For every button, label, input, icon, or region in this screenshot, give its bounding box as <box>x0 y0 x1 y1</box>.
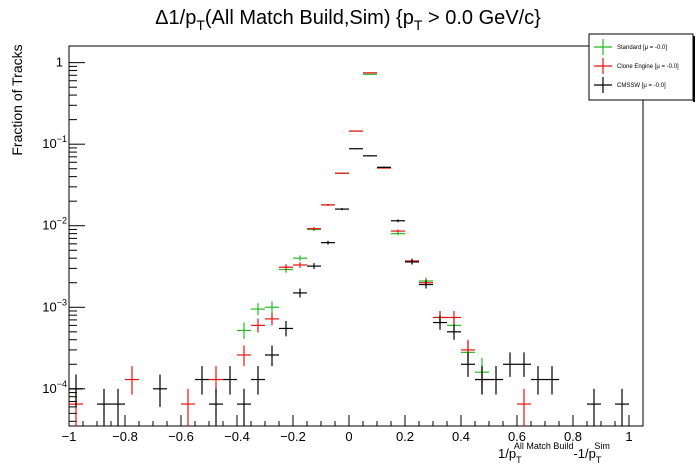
data-point <box>517 352 531 377</box>
x-tick-label: −0.4 <box>224 429 250 444</box>
data-point <box>181 388 195 426</box>
data-point <box>321 203 335 206</box>
data-point <box>125 366 139 395</box>
data-point <box>251 366 265 395</box>
data-point <box>293 262 307 268</box>
legend-label: Standard [μ = -0.0] <box>617 45 667 51</box>
data-point <box>265 301 279 314</box>
data-point <box>237 388 251 426</box>
x-tick-label: 0 <box>345 429 352 444</box>
y-tick-label: 10−1 <box>42 134 67 151</box>
data-point <box>475 366 489 395</box>
data-point <box>433 315 447 330</box>
series-standard <box>237 73 489 389</box>
x-axis-label: 1/pTAll Match Build-1/pTSim <box>498 441 610 465</box>
data-point <box>251 318 265 333</box>
axes: −1 −0.8 −0.6 −0.4 −0.2 0 0.2 0.4 0.6 0.8 1 10−4 10−3… <box>42 45 644 444</box>
data-point <box>279 264 293 271</box>
data-point <box>517 388 531 426</box>
plot-frame <box>68 45 644 427</box>
data-point <box>153 374 167 407</box>
data-point <box>489 366 503 395</box>
data-point <box>111 388 125 426</box>
legend-label: Clone Engine [μ = -0.0] <box>617 64 679 70</box>
data-point <box>391 219 405 223</box>
data-point <box>447 311 461 325</box>
data-point <box>405 259 419 265</box>
data-point <box>461 352 475 377</box>
legend-entry: Clone Engine [μ = -0.0] <box>594 58 679 74</box>
data-point <box>321 240 335 245</box>
y-tick-label: 1 <box>56 55 63 70</box>
data-point <box>447 324 461 340</box>
data-point <box>293 255 307 261</box>
data-point <box>293 288 307 298</box>
chart-title: Δ1/pT(All Match Build,Sim) {pT > 0.0 GeV… <box>155 7 541 33</box>
data-point <box>307 227 321 231</box>
data-point <box>335 172 349 174</box>
data-point <box>335 207 349 211</box>
x-tick-label: −0.6 <box>168 429 194 444</box>
legend-entry: CMSSW [μ = -0.0] <box>594 77 666 93</box>
data-point <box>195 366 209 395</box>
y-tick-label: 10−3 <box>42 297 67 314</box>
x-tick-label: 1 <box>625 429 632 444</box>
data-point <box>69 374 83 407</box>
y-axis-label: Fraction of Tracks <box>9 44 25 155</box>
data-point <box>237 345 251 367</box>
y-tick-label: 10−2 <box>42 216 67 233</box>
data-point <box>209 388 223 426</box>
legend-label: CMSSW [μ = -0.0] <box>617 83 666 89</box>
data-point <box>363 155 377 157</box>
data-point <box>615 388 629 426</box>
data-point <box>503 352 517 377</box>
data-point <box>349 148 363 150</box>
x-tick-label: 0.2 <box>396 429 414 444</box>
series-clone-engine <box>69 72 531 426</box>
data-point <box>377 166 391 168</box>
data-point <box>265 345 279 367</box>
legend-shadow <box>693 36 695 102</box>
series-layer <box>69 72 629 426</box>
data-point <box>545 366 559 395</box>
data-point <box>279 320 293 337</box>
data-point <box>587 388 601 426</box>
data-point <box>419 280 433 289</box>
x-tick-label: 0.8 <box>564 429 582 444</box>
series-cmssw <box>69 148 629 426</box>
legend: Standard [μ = -0.0] Clone Engine [μ = -0.… <box>588 33 695 102</box>
x-tick-label: −0.2 <box>280 429 306 444</box>
data-point <box>531 366 545 395</box>
x-tick-label: 0.6 <box>508 429 526 444</box>
x-tick-label: 0.4 <box>452 429 470 444</box>
data-point <box>97 388 111 426</box>
data-point <box>391 229 405 233</box>
data-point <box>307 263 321 269</box>
data-point <box>223 366 237 395</box>
x-tick-label: −0.8 <box>112 429 138 444</box>
data-point <box>265 312 279 326</box>
y-tick-label: 10−4 <box>42 379 67 396</box>
data-point <box>237 322 251 339</box>
x-tick-label: −1 <box>62 429 77 444</box>
legend-entry: Standard [μ = -0.0] <box>594 39 667 55</box>
data-point <box>251 303 265 316</box>
